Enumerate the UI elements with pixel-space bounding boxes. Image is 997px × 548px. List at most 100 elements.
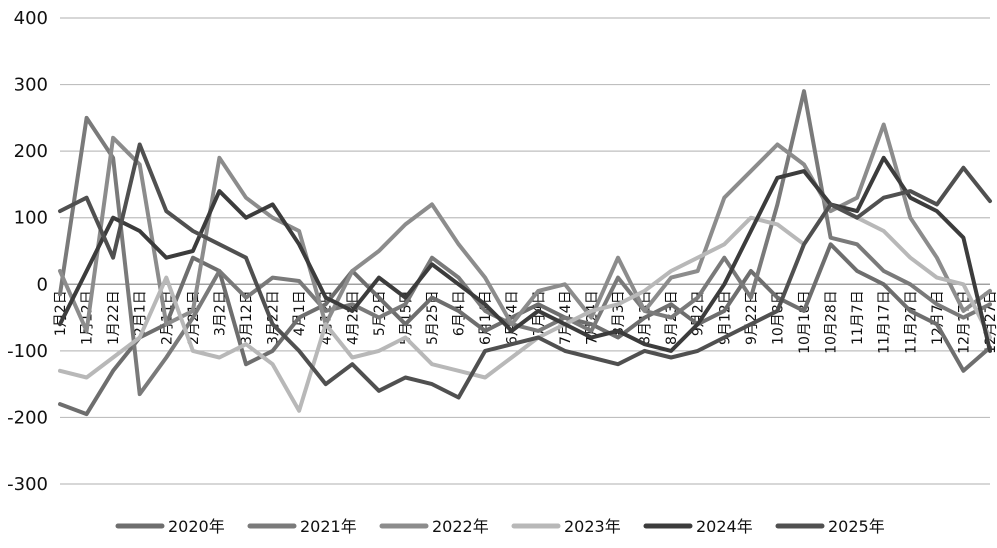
x-tick-label: 1月2日 bbox=[53, 290, 69, 336]
x-tick-label: 3月2日 bbox=[212, 290, 228, 336]
data-point bbox=[616, 256, 620, 260]
data-point bbox=[988, 289, 992, 293]
data-point bbox=[536, 289, 540, 293]
data-point bbox=[589, 335, 594, 340]
data-point bbox=[58, 209, 62, 213]
data-point bbox=[403, 375, 408, 380]
data-point bbox=[855, 209, 859, 213]
data-point bbox=[882, 196, 886, 200]
data-point bbox=[855, 242, 859, 246]
data-point bbox=[669, 269, 673, 273]
data-point bbox=[377, 389, 381, 393]
data-point bbox=[84, 269, 89, 273]
data-point bbox=[669, 315, 673, 320]
data-point bbox=[961, 236, 966, 240]
data-point bbox=[802, 242, 806, 246]
data-point bbox=[510, 315, 514, 320]
data-point bbox=[563, 315, 567, 320]
data-point bbox=[244, 362, 248, 366]
data-point bbox=[483, 309, 487, 313]
data-point bbox=[510, 322, 514, 326]
data-point bbox=[775, 296, 780, 300]
data-point bbox=[111, 256, 115, 260]
data-point bbox=[84, 375, 89, 380]
data-point bbox=[164, 355, 168, 360]
data-point bbox=[138, 335, 142, 340]
data-point bbox=[217, 156, 222, 160]
legend-label: 2022年 bbox=[432, 517, 489, 536]
data-point bbox=[456, 282, 461, 286]
data-point bbox=[988, 302, 992, 306]
data-point bbox=[164, 256, 168, 260]
data-point bbox=[324, 309, 328, 313]
data-point bbox=[191, 256, 195, 260]
data-point bbox=[111, 355, 115, 360]
data-point bbox=[722, 196, 726, 200]
data-point bbox=[430, 382, 434, 386]
data-point bbox=[589, 355, 594, 360]
data-point bbox=[430, 362, 434, 366]
data-point bbox=[191, 309, 195, 313]
data-point bbox=[456, 242, 461, 246]
data-point bbox=[882, 122, 886, 127]
data-point bbox=[589, 309, 594, 313]
data-point bbox=[642, 289, 647, 293]
data-point bbox=[749, 269, 753, 273]
data-point bbox=[669, 355, 673, 360]
data-point bbox=[483, 329, 487, 333]
data-point bbox=[775, 309, 780, 313]
data-point bbox=[563, 349, 567, 353]
data-point bbox=[164, 322, 168, 326]
data-point bbox=[961, 166, 966, 170]
data-point bbox=[138, 229, 142, 233]
data-point bbox=[882, 282, 886, 286]
data-point bbox=[456, 309, 461, 313]
data-point bbox=[244, 342, 248, 346]
legend-label: 2020年 bbox=[168, 517, 225, 536]
data-point bbox=[961, 369, 966, 373]
data-point bbox=[882, 269, 886, 273]
data-point bbox=[749, 322, 753, 326]
y-axis-ticks: 400 300 200 100 0 -100 -200 -300 bbox=[7, 8, 48, 495]
data-point bbox=[138, 392, 142, 396]
data-point bbox=[882, 156, 886, 160]
x-tick-label: 4月1日 bbox=[292, 290, 308, 336]
y-tick-label: 400 bbox=[14, 8, 48, 29]
x-tick-label: 1月22日 bbox=[106, 290, 122, 345]
series-lines bbox=[58, 89, 992, 417]
data-point bbox=[403, 302, 408, 306]
data-point bbox=[642, 342, 647, 346]
data-point bbox=[297, 242, 301, 246]
data-point bbox=[244, 256, 248, 260]
data-point bbox=[696, 322, 700, 326]
data-point bbox=[483, 302, 487, 306]
data-point bbox=[377, 315, 381, 320]
data-point bbox=[855, 269, 859, 273]
data-point bbox=[456, 369, 461, 373]
data-point bbox=[297, 279, 301, 283]
data-point bbox=[642, 315, 647, 320]
x-tick-label: 9月22日 bbox=[744, 290, 760, 345]
data-point bbox=[749, 169, 753, 173]
x-tick-label: 5月25日 bbox=[425, 290, 441, 345]
legend: 2020年 2021年 2022年 2023年 2024年 2025年 bbox=[115, 517, 885, 536]
data-point bbox=[536, 335, 540, 340]
data-point bbox=[350, 355, 354, 360]
data-point bbox=[138, 142, 142, 147]
data-point bbox=[908, 196, 912, 200]
data-point bbox=[988, 335, 992, 340]
data-point bbox=[430, 262, 434, 266]
x-tick-label: 10月28日 bbox=[824, 290, 840, 354]
y-tick-label: 0 bbox=[37, 274, 48, 295]
data-point bbox=[616, 362, 620, 366]
legend-label: 2025年 bbox=[828, 517, 885, 536]
data-point bbox=[350, 302, 354, 306]
data-point bbox=[935, 202, 939, 206]
data-point bbox=[935, 322, 939, 326]
data-point bbox=[111, 369, 115, 373]
data-point bbox=[58, 322, 62, 326]
data-point bbox=[908, 189, 912, 193]
x-tick-label: 10月8日 bbox=[770, 290, 786, 345]
data-point bbox=[350, 269, 354, 273]
data-point bbox=[908, 309, 912, 313]
